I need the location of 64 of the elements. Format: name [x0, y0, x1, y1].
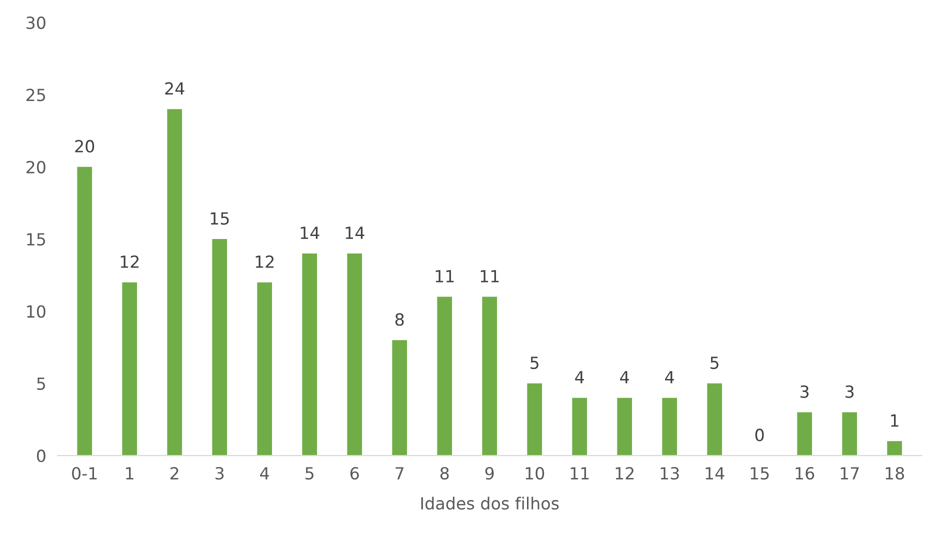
x-tick-label: 2: [170, 467, 178, 480]
bar: [482, 296, 498, 456]
x-tick-label: 10: [526, 467, 544, 480]
x-tick-label: 18: [886, 467, 904, 480]
x-tick-label: 17: [840, 467, 859, 480]
data-label: 14: [300, 226, 320, 239]
bar: [572, 398, 588, 456]
x-tick-label: 3: [216, 467, 224, 480]
bar: [437, 296, 452, 456]
data-label: 4: [620, 371, 629, 384]
bar: [167, 109, 182, 456]
x-tick-label: 14: [706, 467, 724, 480]
y-tick-label: 0: [36, 450, 46, 462]
y-tick-label: 30: [26, 16, 46, 30]
data-label: 4: [665, 371, 674, 384]
bar: [797, 412, 812, 456]
bar: [662, 398, 677, 456]
data-label: 1: [891, 414, 898, 427]
bar: [527, 383, 542, 456]
y-tick-label: 5: [37, 378, 46, 390]
x-tick-label: 12: [616, 467, 634, 480]
x-tick-label: 16: [796, 467, 814, 480]
y-tick-label: 15: [27, 233, 46, 246]
bar: [257, 282, 272, 456]
bar: [302, 253, 318, 456]
data-label: 3: [800, 385, 809, 398]
data-label: 4: [575, 371, 584, 384]
data-label: 11: [480, 270, 499, 282]
data-label: 24: [165, 82, 184, 95]
data-label: 5: [710, 356, 718, 370]
data-label: 15: [210, 212, 229, 225]
x-tick-label: 9: [485, 467, 494, 480]
bar: [77, 166, 92, 456]
data-label: 20: [75, 140, 94, 153]
x-tick-label: 0-1: [72, 467, 97, 480]
x-tick-label: 11: [570, 467, 589, 480]
bar: [212, 239, 228, 456]
bar: [392, 340, 408, 456]
x-tick-label: 8: [440, 467, 449, 480]
data-label: 3: [846, 385, 854, 398]
x-tick-label: 13: [660, 467, 679, 480]
data-label: 8: [395, 313, 404, 326]
y-tick-label: 20: [26, 160, 46, 174]
x-tick-label: 15: [750, 467, 769, 480]
bar: [617, 398, 632, 456]
x-tick-label: 4: [260, 467, 269, 480]
bar: [842, 412, 857, 456]
data-label: 5: [530, 356, 538, 370]
x-tick-label: 5: [306, 467, 314, 480]
y-tick-label: 25: [26, 88, 46, 102]
data-label: 0: [755, 428, 764, 442]
data-label: 12: [120, 255, 139, 268]
y-tick-label: 10: [27, 305, 46, 318]
bar: [707, 383, 722, 456]
data-label: 12: [256, 255, 274, 268]
bar: [887, 441, 902, 456]
bar: [347, 253, 362, 456]
x-tick-label: 7: [396, 467, 404, 480]
x-tick-label: 1: [126, 467, 134, 480]
data-label: 14: [346, 226, 364, 239]
data-label: 11: [436, 270, 454, 282]
x-tick-label: 6: [350, 467, 359, 480]
x-axis-title: Idades dos filhos: [421, 496, 559, 510]
bar: [122, 282, 138, 456]
